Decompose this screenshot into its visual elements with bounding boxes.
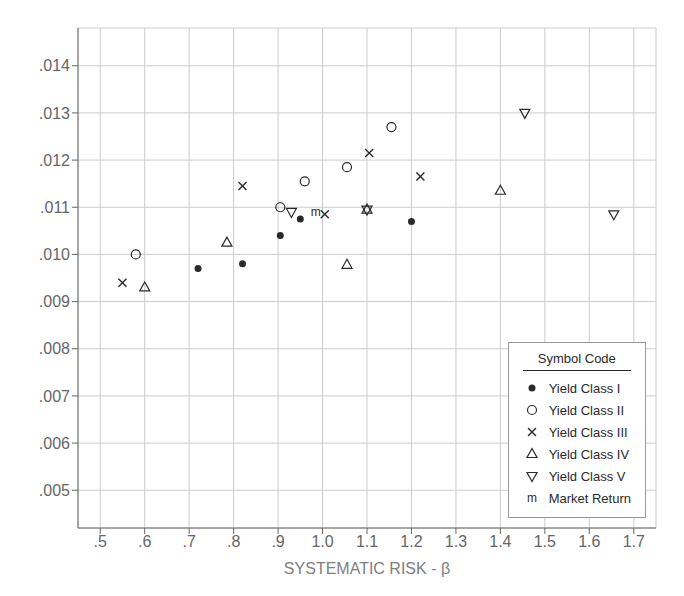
svg-text:.007: .007 [39, 388, 70, 405]
svg-text:.009: .009 [39, 293, 70, 310]
svg-text:.9: .9 [271, 533, 284, 550]
svg-text:.7: .7 [182, 533, 195, 550]
svg-text:.012: .012 [39, 152, 70, 169]
html-text:Yield Class II: Yield Class II [548, 402, 624, 418]
html-text:Yield Class III: Yield Class III [548, 424, 628, 440]
svg-text:SYSTEMATIC RISK - β: SYSTEMATIC RISK - β [284, 560, 450, 577]
svg-text:1.4: 1.4 [489, 533, 511, 550]
svg-text:.011: .011 [40, 199, 70, 216]
svg-text:1.5: 1.5 [534, 533, 556, 550]
svg-text:1.3: 1.3 [445, 533, 467, 550]
svg-text:.005: .005 [39, 482, 70, 499]
svg-text:.8: .8 [227, 533, 240, 550]
html-text:Market Return: Market Return [548, 490, 631, 506]
svg-text:1.6: 1.6 [578, 533, 600, 550]
svg-text:m: m [311, 205, 321, 219]
svg-text:1.0: 1.0 [311, 533, 333, 550]
html-text:Yield Class I: Yield Class I [548, 380, 621, 396]
svg-text:.5: .5 [94, 533, 107, 550]
html-text:Symbol Code: Symbol Code [537, 351, 616, 366]
svg-text:1.7: 1.7 [623, 533, 645, 550]
svg-text:.010: .010 [39, 246, 70, 263]
html-text:Yield Class IV: Yield Class IV [548, 446, 630, 462]
svg-text:.6: .6 [138, 533, 151, 550]
svg-text:1.1: 1.1 [356, 533, 378, 550]
svg-text:.006: .006 [39, 435, 70, 452]
svg-text:.014: .014 [39, 57, 70, 74]
svg-text:m: m [527, 491, 537, 505]
svg-text:.013: .013 [39, 105, 70, 122]
svg-text:1.2: 1.2 [400, 533, 422, 550]
svg-text:.008: .008 [39, 340, 70, 357]
html-text:Yield Class V: Yield Class V [548, 468, 626, 484]
